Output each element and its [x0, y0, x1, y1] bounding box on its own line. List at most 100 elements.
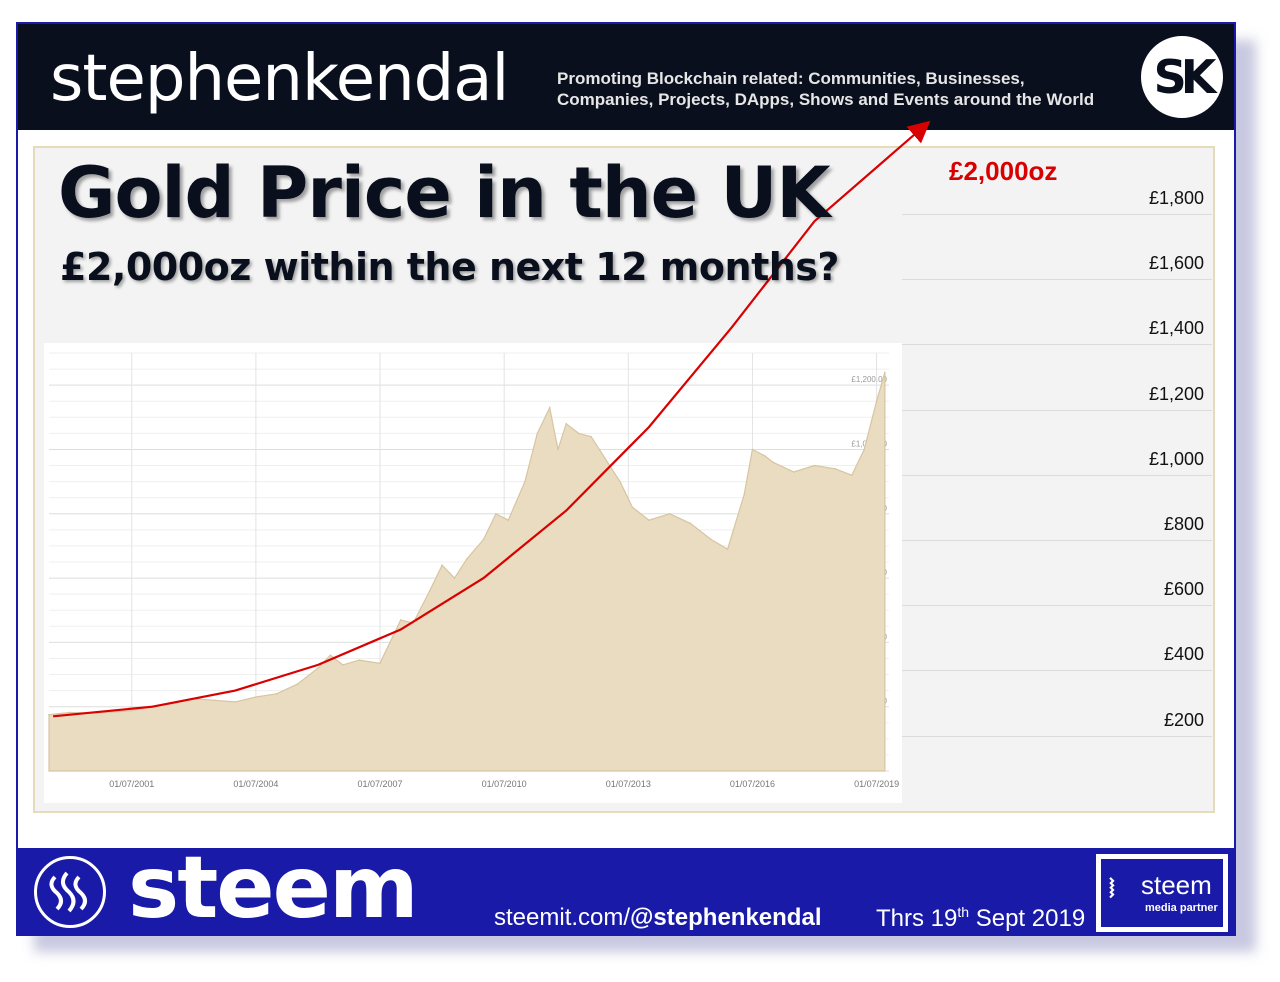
- data-point: [631, 506, 634, 509]
- data-point: [548, 406, 551, 409]
- date-sup: th: [957, 904, 970, 920]
- right-scale-label: £800: [1163, 514, 1204, 534]
- data-point: [341, 664, 344, 666]
- right-scale-label: £1,000: [1148, 448, 1204, 469]
- tagline-line-1: Promoting Blockchain related: Communitie…: [557, 69, 1025, 88]
- right-scale-gridline: [902, 409, 1212, 411]
- data-point: [358, 659, 361, 661]
- data-point: [772, 461, 774, 464]
- x-tick-label: 01/07/2010: [482, 779, 527, 789]
- data-point: [536, 432, 539, 435]
- right-scale-label: £600: [1163, 579, 1204, 600]
- footer-bar: [18, 848, 1234, 936]
- data-point: [399, 619, 402, 621]
- date-prefix: Thrs 19: [876, 905, 958, 932]
- data-point: [255, 696, 257, 698]
- slide-title: Gold Price in the UK: [58, 152, 831, 234]
- steem-logo-icon: [34, 856, 106, 928]
- data-point: [482, 538, 485, 541]
- tagline-line-2: Companies, Projects, DApps, Shows and Ev…: [557, 90, 1095, 109]
- data-point: [689, 522, 692, 525]
- data-point: [234, 701, 237, 703]
- header-bar: [18, 24, 1234, 130]
- data-point: [648, 519, 650, 521]
- sk-logo-icon: SK: [1138, 33, 1226, 121]
- x-tick-label: 01/07/2016: [730, 779, 775, 789]
- data-point: [850, 474, 853, 476]
- data-point: [577, 432, 580, 435]
- url-prefix: steemit.com/: [494, 904, 631, 931]
- slide-subtitle: £2,000oz within the next 12 months?: [60, 245, 839, 289]
- data-point: [793, 471, 795, 473]
- data-point: [329, 654, 332, 657]
- data-point: [524, 480, 526, 483]
- data-point: [296, 683, 299, 685]
- steem-small-icon: ⧘: [1109, 871, 1115, 904]
- data-point: [453, 577, 456, 579]
- target-price-label: £2,000oz: [949, 156, 1058, 186]
- data-point: [495, 512, 497, 515]
- right-scale-label: £1,600: [1148, 253, 1204, 274]
- data-point: [751, 448, 754, 451]
- data-point: [565, 422, 568, 425]
- data-point: [557, 448, 559, 451]
- data-point: [743, 493, 745, 496]
- right-scale-gridline: [902, 540, 1212, 541]
- data-point: [151, 705, 154, 708]
- data-point: [834, 467, 837, 470]
- right-scale-gridline: [902, 279, 1212, 281]
- steem-wordmark: steem: [128, 838, 419, 938]
- x-tick-label: 01/07/2013: [606, 779, 651, 789]
- right-scale-gridline: [902, 214, 1212, 215]
- data-point: [764, 455, 766, 457]
- right-scale-gridline: [902, 735, 1212, 737]
- x-tick-label: 01/07/2001: [109, 779, 154, 789]
- data-point: [110, 711, 112, 713]
- data-point: [317, 667, 319, 669]
- data-point: [875, 400, 878, 403]
- right-scale-label: £1,800: [1148, 188, 1204, 208]
- data-point: [884, 371, 886, 374]
- sk-logo-text: SK: [1153, 50, 1217, 104]
- right-scale-gridline: [902, 474, 1212, 476]
- steem-logo-glyph: [49, 871, 87, 913]
- media-badge-sub: media partner: [1145, 902, 1218, 914]
- data-point: [606, 461, 609, 464]
- date-suffix: Sept 2019: [969, 905, 1086, 932]
- data-point: [89, 712, 92, 714]
- post-date: Thrs 19th Sept 2019: [876, 904, 1085, 933]
- brand-name: stephenkendal: [50, 42, 509, 116]
- data-point: [863, 448, 865, 451]
- data-point: [213, 699, 216, 702]
- header-tagline: Promoting Blockchain related: Communitie…: [557, 68, 1137, 110]
- data-point: [441, 564, 443, 567]
- data-point: [813, 464, 816, 467]
- data-point: [172, 702, 174, 705]
- data-point: [710, 538, 712, 541]
- steem-media-partner-badge: ⧘ steem media partner: [1096, 854, 1228, 932]
- right-scale-gridline: [902, 670, 1212, 672]
- data-point: [193, 697, 195, 700]
- data-point: [668, 512, 671, 515]
- data-point: [590, 435, 592, 438]
- right-price-scale: £1,800 £1,600 £1,400 £1,200 £1,000 £800 £600 £4…: [902, 150, 1212, 770]
- profile-link[interactable]: steemit.com/@stephenkendal: [494, 904, 821, 932]
- right-scale-gridline: [902, 605, 1212, 607]
- chart-svg: 01/07/2001 01/07/2004 01/07/2007 01/07/2010…: [48, 352, 899, 789]
- right-scale-label: £400: [1163, 644, 1204, 665]
- x-tick-label: 01/07/2019: [854, 779, 899, 789]
- data-point: [130, 709, 133, 712]
- data-point: [466, 557, 468, 560]
- x-tick-label: 01/07/2007: [358, 779, 403, 789]
- right-scale-label: £1,200: [1148, 383, 1204, 404]
- right-scale-label: £1,400: [1148, 318, 1204, 339]
- data-point: [275, 693, 278, 695]
- url-handle: @stephenkendal: [630, 904, 822, 931]
- data-point: [619, 480, 621, 483]
- media-badge-word: steem: [1141, 870, 1212, 900]
- data-point: [68, 711, 71, 714]
- data-point: [48, 713, 50, 716]
- gold-price-chart: 01/07/2001 01/07/2004 01/07/2007 01/07/2010…: [44, 343, 902, 803]
- media-badge-inner: ⧘ steem media partner: [1101, 859, 1223, 927]
- data-point: [379, 662, 381, 665]
